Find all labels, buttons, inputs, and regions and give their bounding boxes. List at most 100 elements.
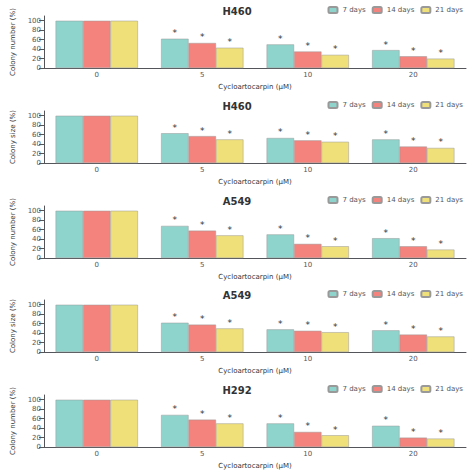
svg-text:20: 20 [409,355,418,363]
svg-text:*: * [200,409,205,419]
svg-text:*: * [278,413,283,423]
svg-text:7 days: 7 days [342,6,366,14]
svg-text:14 days: 14 days [387,196,415,204]
svg-text:*: * [384,415,389,425]
svg-text:60: 60 [32,130,41,138]
svg-text:80: 80 [32,121,41,129]
svg-text:*: * [278,224,283,234]
svg-text:*: * [200,32,205,42]
svg-text:60: 60 [32,415,41,423]
svg-text:20: 20 [409,450,418,458]
svg-text:*: * [306,130,311,140]
svg-text:5: 5 [200,71,204,79]
svg-text:*: * [438,239,443,249]
svg-text:20: 20 [32,149,41,157]
svg-text:*: * [200,125,205,135]
svg-text:*: * [384,227,389,237]
svg-text:10: 10 [303,450,312,458]
svg-text:21 days: 21 days [435,196,463,204]
svg-text:21 days: 21 days [435,6,463,14]
svg-text:40: 40 [32,45,41,53]
svg-text:*: * [438,137,443,147]
svg-text:40: 40 [32,235,41,243]
svg-text:14 days: 14 days [387,6,415,14]
svg-text:7 days: 7 days [342,196,366,204]
svg-text:*: * [227,129,232,139]
svg-text:*: * [173,313,178,323]
svg-text:A549: A549 [223,195,252,206]
svg-text:*: * [173,405,178,415]
svg-text:20: 20 [32,244,41,252]
svg-text:Colony number (%): Colony number (%) [9,387,17,455]
svg-text:0: 0 [95,71,99,79]
svg-text:*: * [227,318,232,328]
svg-text:0: 0 [95,260,99,268]
svg-text:60: 60 [32,320,41,328]
svg-text:100: 100 [28,206,41,214]
svg-text:10: 10 [303,165,312,173]
svg-text:*: * [411,136,416,146]
svg-text:21 days: 21 days [435,101,463,109]
svg-text:21 days: 21 days [435,385,463,393]
svg-text:20: 20 [409,165,418,173]
svg-text:Cycloartocarpin (μM): Cycloartocarpin (μM) [218,462,292,470]
svg-text:0: 0 [95,450,99,458]
svg-text:0: 0 [37,159,41,167]
svg-text:*: * [227,224,232,234]
svg-text:20: 20 [409,260,418,268]
svg-text:0: 0 [37,254,41,262]
svg-text:*: * [278,34,283,44]
svg-text:Colony size (%): Colony size (%) [9,299,17,353]
svg-text:*: * [306,422,311,432]
svg-text:0: 0 [37,348,41,356]
svg-text:7 days: 7 days [342,385,366,393]
svg-text:A549: A549 [223,290,252,301]
svg-text:21 days: 21 days [435,290,463,298]
svg-text:H460: H460 [222,6,251,17]
svg-text:20: 20 [32,339,41,347]
svg-text:14 days: 14 days [387,101,415,109]
svg-text:*: * [200,220,205,230]
svg-text:100: 100 [28,17,41,25]
svg-text:*: * [333,322,338,332]
svg-text:80: 80 [32,216,41,224]
svg-text:7 days: 7 days [342,290,366,298]
svg-text:*: * [173,215,178,225]
svg-text:5: 5 [200,355,204,363]
svg-text:*: * [384,129,389,139]
svg-text:40: 40 [32,330,41,338]
svg-text:*: * [411,324,416,334]
svg-text:5: 5 [200,260,204,268]
svg-text:*: * [411,427,416,437]
svg-text:0: 0 [37,443,41,451]
svg-text:10: 10 [303,71,312,79]
svg-text:Cycloartocarpin (μM): Cycloartocarpin (μM) [218,177,292,185]
svg-text:10: 10 [303,260,312,268]
svg-text:40: 40 [32,140,41,148]
svg-text:80: 80 [32,405,41,413]
svg-text:Cycloartocarpin (μM): Cycloartocarpin (μM) [218,367,292,375]
svg-text:100: 100 [28,396,41,404]
svg-text:*: * [306,41,311,51]
svg-text:5: 5 [200,450,204,458]
svg-text:*: * [438,326,443,336]
svg-text:*: * [333,131,338,141]
svg-text:80: 80 [32,311,41,319]
svg-text:*: * [333,235,338,245]
svg-text:*: * [306,233,311,243]
svg-text:Colony number (%): Colony number (%) [9,197,17,265]
svg-text:60: 60 [32,36,41,44]
svg-text:14 days: 14 days [387,385,415,393]
svg-text:*: * [173,28,178,38]
svg-text:H292: H292 [222,385,251,396]
svg-text:*: * [306,321,311,331]
svg-text:*: * [200,315,205,325]
svg-text:*: * [411,235,416,245]
svg-text:*: * [278,127,283,137]
svg-text:*: * [384,40,389,50]
svg-text:*: * [173,123,178,133]
svg-text:Cycloartocarpin (μM): Cycloartocarpin (μM) [218,83,292,91]
svg-text:20: 20 [32,434,41,442]
svg-text:*: * [333,44,338,54]
svg-text:5: 5 [200,165,204,173]
